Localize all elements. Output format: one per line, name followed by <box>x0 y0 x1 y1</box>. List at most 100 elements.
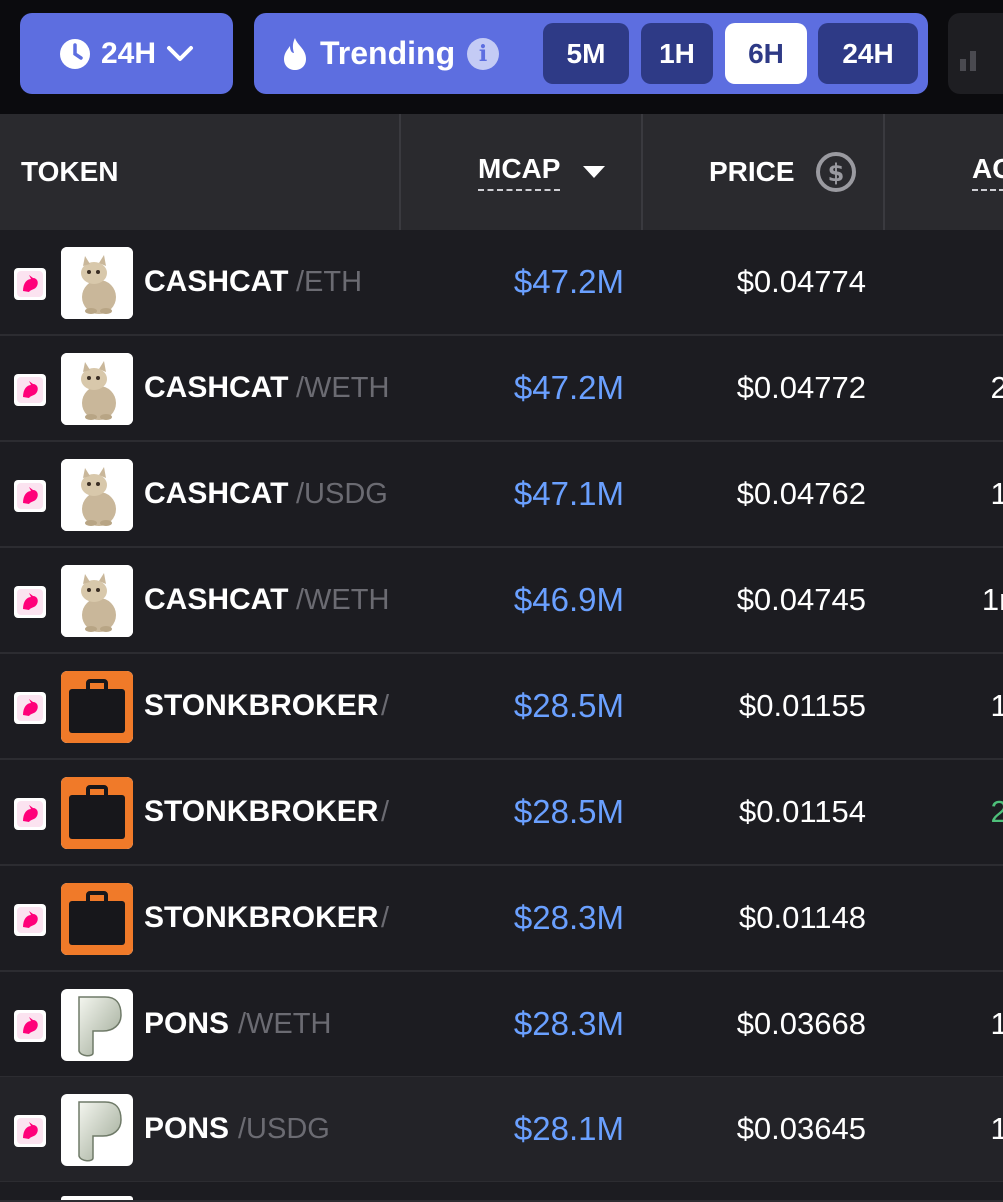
token-pair: /USDG <box>238 1112 330 1145</box>
token-price: $0.01148 <box>739 900 866 935</box>
period-6h[interactable]: 6H <box>725 23 807 84</box>
uniswap-icon <box>14 1010 46 1042</box>
table-row-partial[interactable] <box>0 1182 1003 1202</box>
token-age-value: 16 <box>990 1006 1003 1041</box>
sort-desc-icon <box>583 166 606 178</box>
cat-icon <box>61 565 133 637</box>
letter-p-icon <box>61 1094 133 1166</box>
table-row[interactable]: STONKBROKER/ $28.5M $0.01155 12 <box>0 654 1003 760</box>
token-price: $0.04772 <box>736 370 866 405</box>
token-name[interactable]: CASHCAT <box>144 583 289 616</box>
more-filters-button[interactable] <box>948 13 1003 94</box>
period-5m[interactable]: 5M <box>543 23 629 84</box>
token-name[interactable]: PONS <box>144 1007 230 1040</box>
cat-icon <box>61 247 133 319</box>
header-age-label: AG <box>972 153 1003 191</box>
token-price: $0.01155 <box>739 688 866 723</box>
token-mcap: $28.5M <box>513 793 624 830</box>
token-name[interactable]: STONKBROKER <box>144 795 379 828</box>
uniswap-icon <box>14 692 46 724</box>
token-pair: /ETH <box>296 265 363 298</box>
token-pair: / <box>381 689 390 722</box>
token-price: $0.04762 <box>736 476 866 511</box>
token-price: $0.03645 <box>736 1111 866 1146</box>
token-pair: /USDG <box>296 477 388 510</box>
token-price: $0.03668 <box>736 1006 866 1041</box>
timeframe-dropdown[interactable]: 24H <box>20 13 233 94</box>
token-age-value: 1m <box>981 582 1003 617</box>
token-age: 1 <box>884 866 1003 970</box>
token-age-value: 28 <box>990 370 1003 405</box>
dollar-icon[interactable]: $ <box>815 151 857 193</box>
token-name[interactable]: CASHCAT <box>144 265 289 298</box>
token-name[interactable]: STONKBROKER <box>144 689 379 722</box>
period-24h[interactable]: 24H <box>818 23 918 84</box>
token-mcap: $47.2M <box>513 369 624 406</box>
trending-label: Trending <box>320 35 456 71</box>
token-price: $0.01154 <box>739 794 866 829</box>
token-age: 2 <box>884 230 1003 334</box>
token-age: 12 <box>884 654 1003 758</box>
uniswap-icon <box>14 374 46 406</box>
token-name[interactable]: STONKBROKER <box>144 901 379 934</box>
table-row[interactable]: PONS/WETH $28.3M $0.03668 16 <box>0 972 1003 1078</box>
token-age: 23 <box>884 760 1003 864</box>
token-mcap: $47.1M <box>513 475 624 512</box>
uniswap-icon <box>14 480 46 512</box>
token-age-value: 12 <box>990 1111 1003 1146</box>
token-age: 1m <box>884 548 1003 652</box>
header-price[interactable]: PRICE $ <box>709 114 857 230</box>
token-price: $0.04774 <box>736 264 866 299</box>
token-mcap: $28.3M <box>513 1005 624 1042</box>
timeframe-label: 24H <box>100 36 157 70</box>
token-age: 12 <box>884 1077 1003 1181</box>
token-avatar <box>61 1196 133 1200</box>
table-row[interactable]: STONKBROKER/ $28.5M $0.01154 23 <box>0 760 1003 866</box>
briefcase-icon <box>61 883 133 955</box>
cat-icon <box>61 459 133 531</box>
table-header: TOKEN MCAP PRICE $ AG <box>0 114 1003 230</box>
clock-icon <box>59 38 90 69</box>
token-mcap: $46.9M <box>513 581 624 618</box>
token-name[interactable]: CASHCAT <box>144 477 289 510</box>
uniswap-icon <box>14 1115 46 1147</box>
token-pair: / <box>381 795 390 828</box>
token-age-value: 12 <box>990 688 1003 723</box>
token-name[interactable]: PONS <box>144 1112 230 1145</box>
token-pair: /WETH <box>296 583 390 616</box>
token-pair: / <box>381 901 390 934</box>
table-row[interactable]: PONS/USDG $28.1M $0.03645 12 <box>0 1077 1003 1183</box>
table-row[interactable]: CASHCAT/USDG $47.1M $0.04762 14 <box>0 442 1003 548</box>
header-token[interactable]: TOKEN <box>21 156 119 187</box>
uniswap-icon <box>14 586 46 618</box>
token-age: 14 <box>884 442 1003 546</box>
table-row[interactable]: STONKBROKER/ $28.3M $0.01148 1 <box>0 866 1003 972</box>
trending-filter: Trending i 5M 1H 6H 24H <box>254 13 928 94</box>
header-age[interactable]: AG <box>972 114 1003 230</box>
trending-toggle[interactable]: Trending i <box>282 13 500 94</box>
token-mcap: $47.2M <box>513 263 624 300</box>
chevron-down-icon <box>167 45 194 61</box>
table-row[interactable]: CASHCAT/ETH $47.2M $0.04774 2 <box>0 230 1003 336</box>
period-1h[interactable]: 1H <box>641 23 713 84</box>
token-age: 28 <box>884 336 1003 440</box>
token-pair: /WETH <box>238 1007 332 1040</box>
header-mcap[interactable]: MCAP <box>478 114 606 230</box>
token-mcap: $28.1M <box>513 1110 624 1147</box>
chart-bars-icon <box>960 51 976 71</box>
cat-icon <box>61 353 133 425</box>
briefcase-icon <box>61 671 133 743</box>
token-age: 16 <box>884 972 1003 1076</box>
header-price-label: PRICE <box>709 156 795 187</box>
token-pair: /WETH <box>296 371 390 404</box>
token-price: $0.04745 <box>736 582 866 617</box>
info-icon[interactable]: i <box>467 37 500 70</box>
table-row[interactable]: CASHCAT/WETH $46.9M $0.04745 1m <box>0 548 1003 654</box>
letter-p-icon <box>61 989 133 1061</box>
uniswap-icon <box>14 798 46 830</box>
token-name[interactable]: CASHCAT <box>144 371 289 404</box>
token-age-value: 14 <box>990 476 1003 511</box>
briefcase-icon <box>61 777 133 849</box>
token-mcap: $28.3M <box>513 899 624 936</box>
table-row[interactable]: CASHCAT/WETH $47.2M $0.04772 28 <box>0 336 1003 442</box>
